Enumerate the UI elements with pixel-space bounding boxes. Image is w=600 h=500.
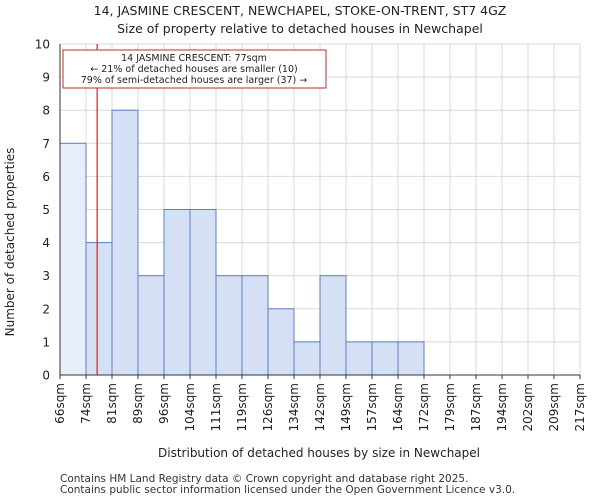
x-tick-label: 81sqm	[105, 383, 119, 424]
x-tick-label: 209sqm	[547, 383, 561, 431]
chart-title: 14, JASMINE CRESCENT, NEWCHAPEL, STOKE-O…	[93, 3, 507, 18]
x-tick-label: 126sqm	[261, 383, 275, 431]
bar-104sqm	[189, 209, 217, 376]
axes: 0 1 2 3 4 5 6 7 8 9 10 66sqm 74sqm 81sqm 89sqm 96sqm 104…	[35, 38, 587, 432]
y-tick-label: 0	[42, 369, 50, 383]
x-tick-label: 202sqm	[521, 383, 535, 431]
bar-142sqm	[319, 275, 347, 376]
y-tick-label: 9	[42, 71, 50, 85]
bar-111sqm	[215, 275, 243, 376]
y-tick-label: 8	[42, 104, 50, 118]
x-tick-label: 217sqm	[573, 383, 587, 431]
x-tick-label: 66sqm	[53, 383, 67, 424]
bars	[59, 109, 425, 376]
x-tick-label: 149sqm	[339, 383, 353, 431]
bar-157sqm	[371, 341, 399, 376]
y-tick-label: 6	[42, 170, 50, 184]
bar-66sqm	[59, 142, 87, 376]
x-tick-label: 74sqm	[79, 383, 93, 424]
bar-164sqm	[397, 341, 425, 376]
annotation-box: 14 JASMINE CRESCENT: 77sqm ← 21% of deta…	[62, 49, 327, 89]
labels: Number of detached properties Distributi…	[3, 148, 480, 460]
bar-74sqm	[85, 242, 113, 376]
x-tick-label: 157sqm	[365, 383, 379, 431]
bar-134sqm	[293, 341, 321, 376]
bar-149sqm	[345, 341, 373, 376]
x-tick-label: 194sqm	[495, 383, 509, 431]
x-tick-label: 164sqm	[391, 383, 405, 431]
bar-119sqm	[241, 275, 269, 376]
x-tick-label: 111sqm	[209, 383, 223, 431]
y-tick-label: 10	[35, 38, 50, 52]
x-tick-label: 142sqm	[313, 383, 327, 431]
x-axis-label: Distribution of detached houses by size …	[158, 446, 480, 460]
y-axis-label: Number of detached properties	[3, 148, 17, 337]
annotation-line-2: ← 21% of detached houses are smaller (10…	[90, 64, 297, 75]
y-tick-label: 2	[42, 302, 50, 316]
footer-licence: Contains public sector information licen…	[60, 484, 516, 496]
annotation-line-1: 14 JASMINE CRESCENT: 77sqm	[121, 53, 267, 64]
bar-96sqm	[163, 209, 191, 376]
annotation-line-3: 79% of semi-detached houses are larger (…	[81, 75, 308, 86]
x-tick-label: 119sqm	[235, 383, 249, 431]
x-tick-label: 134sqm	[287, 383, 301, 431]
footer-copyright: Contains HM Land Registry data © Crown c…	[60, 473, 469, 485]
y-tick-label: 7	[42, 137, 50, 151]
x-tick-label: 172sqm	[417, 383, 431, 431]
x-tick-label: 96sqm	[157, 383, 171, 424]
x-tick-label: 187sqm	[469, 383, 483, 431]
bar-126sqm	[267, 308, 295, 376]
y-tick-label: 5	[42, 203, 50, 217]
y-tick-label: 1	[42, 335, 50, 349]
x-tick-label: 104sqm	[183, 383, 197, 431]
y-tick-label: 4	[42, 236, 50, 250]
x-tick-label: 89sqm	[131, 383, 145, 424]
y-tick-label: 3	[42, 269, 50, 283]
bar-81sqm	[111, 109, 139, 376]
chart-subtitle: Size of property relative to detached ho…	[117, 21, 483, 36]
bar-89sqm	[137, 275, 165, 376]
x-tick-label: 179sqm	[443, 383, 457, 431]
